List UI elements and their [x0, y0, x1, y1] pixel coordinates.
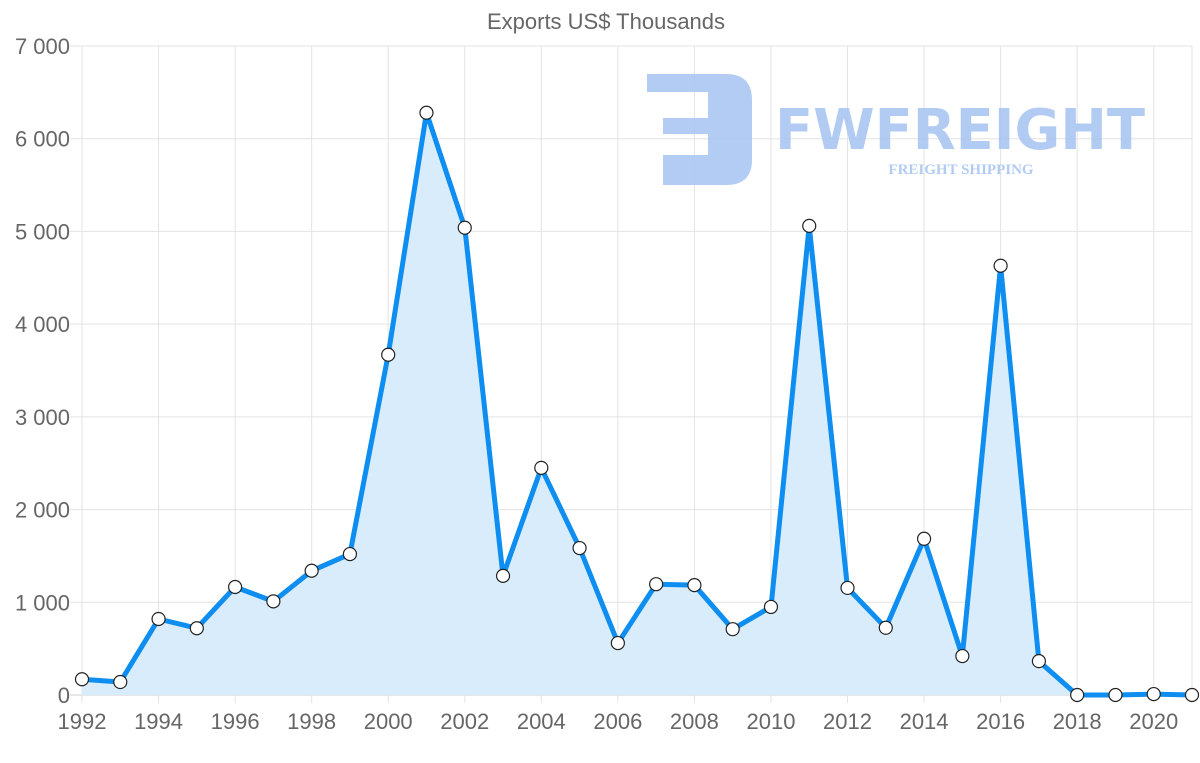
logo-mark-icon	[647, 74, 752, 185]
x-tick-label: 2000	[364, 709, 413, 734]
data-point-2014[interactable]	[916, 531, 932, 546]
y-tick-label: 5 000	[15, 219, 70, 244]
area-fill	[82, 112, 1192, 696]
x-tick-label: 2010	[746, 709, 795, 734]
data-point-2004[interactable]	[534, 460, 549, 475]
x-tick-label: 1998	[287, 709, 336, 734]
data-point-1994[interactable]	[151, 611, 166, 627]
data-point-2000[interactable]	[381, 347, 396, 362]
data-point-2010[interactable]	[763, 599, 779, 615]
data-point-2016[interactable]	[993, 258, 1008, 273]
data-point-2013[interactable]	[878, 620, 893, 635]
y-tick-label: 1 000	[15, 590, 70, 615]
fwfreight-logo-watermark: FWFREIGHT FREIGHT SHIPPING	[647, 74, 1145, 185]
data-point-2015[interactable]	[955, 648, 970, 664]
x-tick-label: 2016	[976, 709, 1025, 734]
data-point-2021[interactable]	[1184, 687, 1200, 703]
watermark-tagline: FREIGHT SHIPPING	[888, 162, 1033, 178]
data-point-1997[interactable]	[266, 594, 281, 609]
x-tick-label: 2014	[900, 709, 949, 734]
x-tick-label: 2008	[670, 709, 719, 734]
data-point-2017[interactable]	[1031, 654, 1046, 669]
x-tick-label: 2002	[440, 709, 489, 734]
data-point-1996[interactable]	[228, 579, 243, 595]
data-point-2007[interactable]	[649, 577, 664, 592]
data-point-2003[interactable]	[495, 568, 511, 583]
y-tick-label: 2 000	[15, 498, 70, 523]
chart-title: Exports US$ Thousands	[487, 9, 725, 34]
data-point-2011[interactable]	[802, 218, 817, 233]
data-point-2012[interactable]	[840, 580, 855, 596]
x-axis-ticks: 1992 1994 1996 1998 2000 2002 2004 2006 2008 2010…	[58, 709, 1179, 734]
y-tick-label: 3 000	[15, 405, 70, 430]
data-point-2009[interactable]	[725, 622, 740, 637]
y-tick-label: 7 000	[15, 34, 70, 59]
x-tick-label: 1994	[134, 709, 183, 734]
data-point-2018[interactable]	[1070, 687, 1085, 703]
data-point-1995[interactable]	[189, 621, 204, 636]
x-tick-label: 2006	[593, 709, 642, 734]
x-tick-label: 1992	[58, 709, 107, 734]
x-tick-label: 2004	[517, 709, 566, 734]
data-point-1993[interactable]	[113, 674, 128, 690]
y-tick-label: 4 000	[15, 312, 70, 337]
data-point-2019[interactable]	[1108, 687, 1123, 703]
y-tick-label: 6 000	[15, 127, 70, 152]
data-point-2008[interactable]	[687, 578, 702, 593]
watermark-brand: FWFREIGHT	[775, 98, 1145, 163]
data-point-1992[interactable]	[74, 672, 90, 687]
x-tick-label: 2020	[1129, 709, 1178, 734]
x-tick-label: 2012	[823, 709, 872, 734]
data-point-2006[interactable]	[610, 635, 625, 651]
data-point-2020[interactable]	[1146, 686, 1161, 702]
data-points	[74, 105, 1200, 703]
x-tick-label: 1996	[211, 709, 260, 734]
data-point-1999[interactable]	[342, 546, 358, 562]
data-point-2005[interactable]	[572, 540, 587, 556]
data-point-1998[interactable]	[304, 563, 319, 578]
y-axis-ticks: 0 1 000 2 000 3 000 4 000 5 000 6 000 7 000	[15, 34, 70, 708]
x-tick-label: 2018	[1053, 709, 1102, 734]
data-point-2001[interactable]	[419, 105, 434, 120]
data-point-2002[interactable]	[457, 220, 472, 235]
y-tick-label: 0	[58, 683, 70, 708]
